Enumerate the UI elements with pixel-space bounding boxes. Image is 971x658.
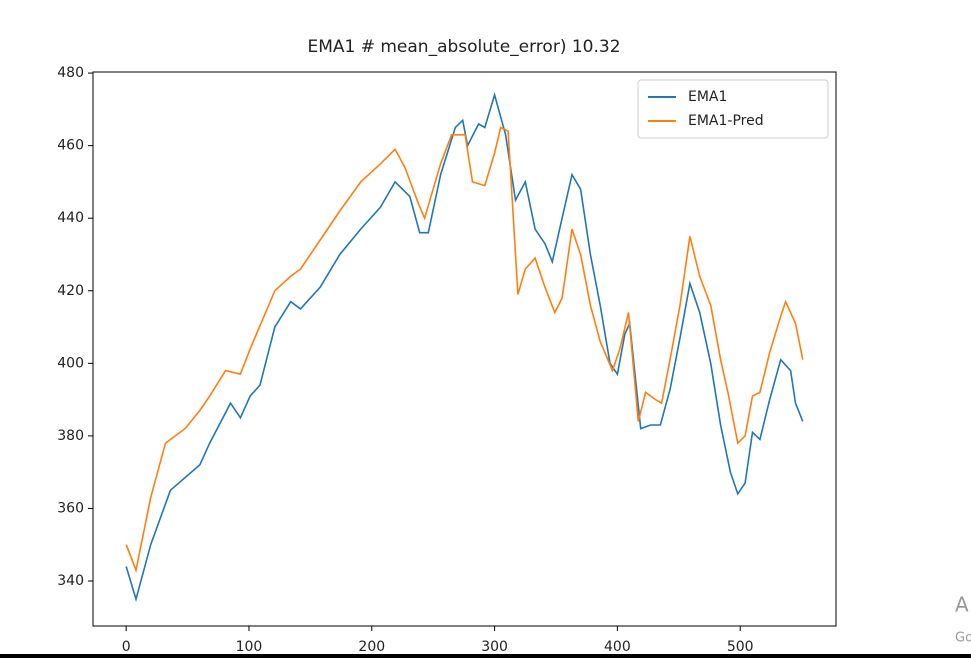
y-tick-label: 480 [57, 65, 84, 81]
line-series [125, 92, 804, 603]
watermark-title: A [955, 593, 969, 617]
x-tick-label: 500 [727, 639, 754, 655]
x-tick-label: 100 [236, 639, 263, 655]
window-edge [0, 654, 971, 658]
legend-label: EMA1-Pred [688, 113, 764, 129]
x-tick-label: 400 [604, 639, 631, 655]
x-tick-label: 200 [358, 639, 385, 655]
x-tick-label: 300 [481, 639, 508, 655]
y-tick-label: 460 [57, 138, 84, 154]
x-tick-label: 0 [122, 639, 131, 655]
y-tick-label: 360 [57, 500, 84, 516]
chart-title: EMA1 # mean_absolute_error) 10.32 [307, 37, 620, 57]
y-tick-label: 420 [57, 283, 84, 299]
y-tick-label: 440 [57, 210, 84, 226]
legend-box [637, 79, 829, 139]
y-tick-label: 400 [57, 355, 84, 371]
watermark-subtitle: Go [955, 631, 971, 646]
y-tick-label: 340 [57, 573, 84, 589]
line-series [125, 126, 804, 573]
y-tick-label: 380 [57, 428, 84, 444]
plot-frame [92, 71, 837, 627]
legend-label: EMA1 [688, 89, 727, 105]
